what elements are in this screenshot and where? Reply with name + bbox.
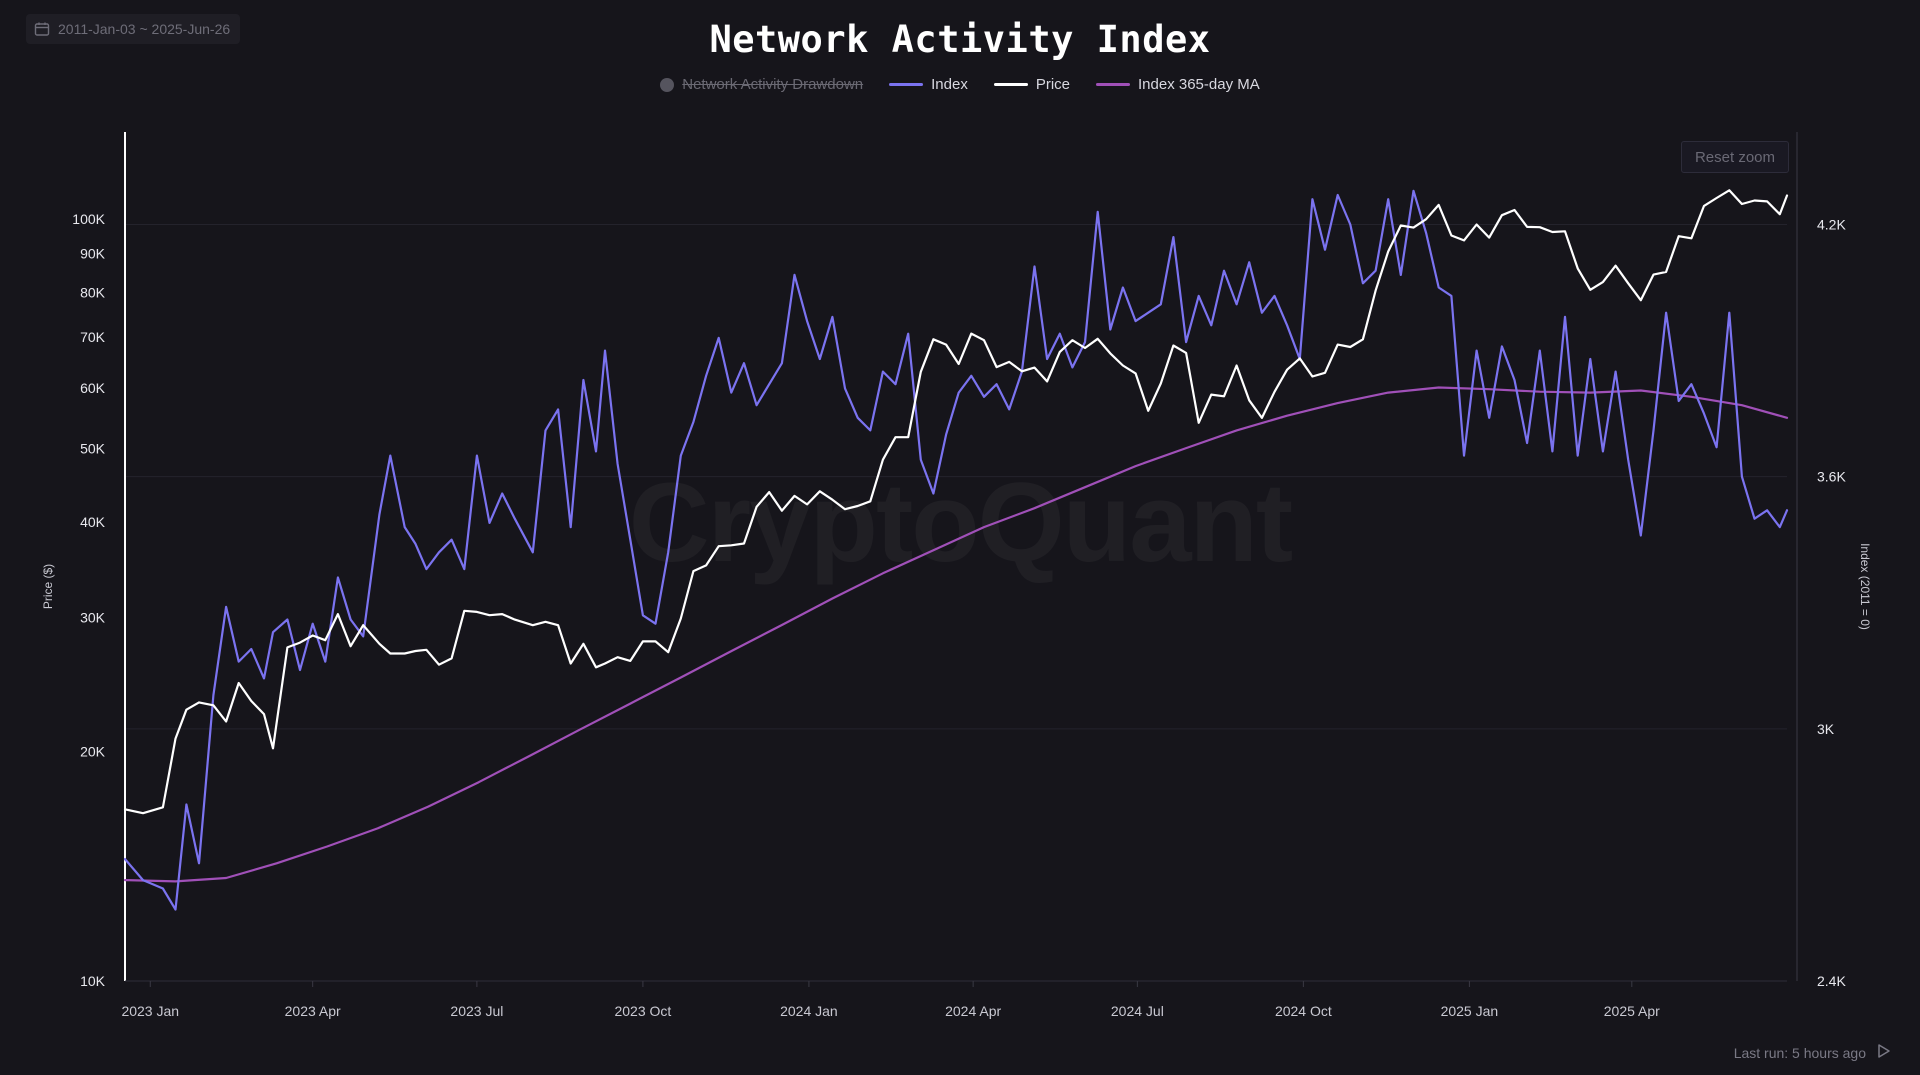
grid bbox=[125, 223, 1787, 982]
y-right-tick-label: 3.6K bbox=[1817, 469, 1846, 485]
x-tick-label: 2024 Jan bbox=[780, 1003, 838, 1019]
y-left-tick-label: 40K bbox=[80, 514, 106, 530]
y-left-tick-label: 100K bbox=[72, 211, 105, 227]
last-run-text: Last run: 5 hours ago bbox=[1733, 1044, 1866, 1061]
legend: Network Activity Drawdown Index Price In… bbox=[0, 76, 1920, 93]
y-left-tick-label: 80K bbox=[80, 285, 106, 301]
y-left-tick-label: 70K bbox=[80, 329, 106, 345]
reset-zoom-button[interactable]: Reset zoom bbox=[1681, 141, 1789, 173]
y-left-tick-label: 30K bbox=[80, 609, 106, 625]
x-tick-label: 2024 Jul bbox=[1111, 1003, 1164, 1019]
y-left-tick-label: 90K bbox=[80, 246, 106, 262]
legend-label-index: Index bbox=[931, 76, 968, 93]
y-left-tick-label: 10K bbox=[80, 973, 106, 989]
tick-labels: 10K 20K 30K 40K 50K 60K 70K 80K 90K 100K 2.4K 3K 3.6… bbox=[41, 211, 1872, 1019]
legend-item-drawdown[interactable]: Network Activity Drawdown bbox=[660, 76, 863, 93]
y-left-tick-label: 50K bbox=[80, 440, 106, 456]
y-right-tick-label: 2.4K bbox=[1817, 973, 1846, 989]
legend-line-icon bbox=[993, 83, 1028, 86]
y-left-tick-label: 20K bbox=[80, 744, 106, 760]
ma-series-line bbox=[123, 386, 1789, 883]
legend-label-ma: Index 365-day MA bbox=[1138, 76, 1260, 93]
y-left-axis-title: Price ($) bbox=[41, 564, 55, 609]
legend-line-icon bbox=[1096, 83, 1131, 86]
y-right-tick-label: 3K bbox=[1817, 721, 1835, 737]
date-range-picker[interactable]: 2011-Jan-03 ~ 2025-Jun-26 bbox=[26, 14, 241, 44]
x-tick-label: 2024 Oct bbox=[1275, 1003, 1332, 1019]
last-run-status: Last run: 5 hours ago bbox=[1734, 1043, 1892, 1062]
x-tick-label: 2023 Jul bbox=[450, 1003, 503, 1019]
date-range-text: 2011-Jan-03 ~ 2025-Jun-26 bbox=[58, 21, 231, 37]
legend-item-ma[interactable]: Index 365-day MA bbox=[1096, 76, 1260, 93]
y-left-tick-label: 60K bbox=[80, 380, 106, 396]
x-tick-label: 2025 Jan bbox=[1441, 1003, 1499, 1019]
axes bbox=[124, 132, 1798, 982]
legend-line-icon bbox=[889, 83, 924, 86]
y-right-axis-title: Index (2011 = 0) bbox=[1858, 543, 1872, 630]
price-series-line bbox=[123, 189, 1789, 815]
legend-label-drawdown: Network Activity Drawdown bbox=[682, 76, 864, 93]
series bbox=[123, 189, 1789, 911]
legend-label-price: Price bbox=[1035, 76, 1071, 93]
x-tick-label: 2023 Oct bbox=[614, 1003, 671, 1019]
x-tick-label: 2024 Apr bbox=[945, 1003, 1001, 1019]
legend-item-index[interactable]: Index bbox=[889, 76, 968, 93]
legend-item-price[interactable]: Price bbox=[993, 76, 1071, 93]
legend-dot-icon bbox=[660, 77, 675, 92]
chart-title: Network Activity Index bbox=[709, 18, 1211, 61]
x-tick-label: 2025 Apr bbox=[1604, 1003, 1660, 1019]
play-icon[interactable] bbox=[1876, 1043, 1892, 1062]
x-tick-label: 2023 Apr bbox=[285, 1003, 341, 1019]
y-right-tick-label: 4.2K bbox=[1817, 216, 1846, 232]
x-tick-label: 2023 Jan bbox=[121, 1003, 179, 1019]
index-series-line bbox=[123, 189, 1789, 911]
calendar-icon bbox=[34, 21, 50, 37]
